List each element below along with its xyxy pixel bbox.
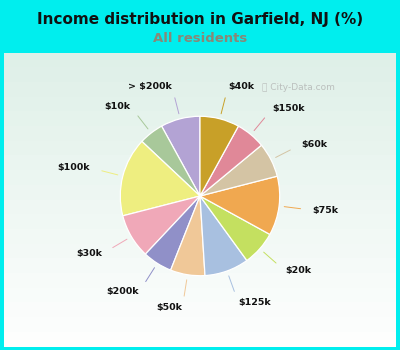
Text: $60k: $60k [301,140,327,149]
Text: $50k: $50k [156,303,182,312]
Bar [4,317,396,332]
Wedge shape [200,196,270,260]
Wedge shape [162,116,200,196]
Bar [4,170,396,185]
Wedge shape [200,126,262,196]
Bar [4,111,396,126]
Bar [4,141,396,155]
Wedge shape [200,116,238,196]
Bar [4,258,396,273]
Bar [4,302,396,317]
Bar [4,126,396,141]
Bar [4,332,396,346]
Text: $75k: $75k [312,206,338,215]
Text: $10k: $10k [104,102,131,111]
Text: $20k: $20k [285,266,311,275]
Text: $30k: $30k [76,249,102,258]
Wedge shape [200,145,277,196]
Bar [4,67,396,82]
Wedge shape [146,196,200,270]
Text: $200k: $200k [107,287,139,296]
Wedge shape [123,196,200,254]
Bar [4,288,396,302]
Wedge shape [171,196,205,276]
Text: $150k: $150k [272,104,305,113]
Wedge shape [200,176,280,235]
Bar [4,185,396,200]
Bar [4,244,396,258]
Wedge shape [200,196,247,275]
Bar [4,229,396,244]
Bar [4,273,396,288]
Bar [4,82,396,97]
Text: All residents: All residents [153,32,247,44]
Text: $40k: $40k [228,82,254,91]
Bar [4,199,396,214]
Bar [4,214,396,229]
Text: Income distribution in Garfield, NJ (%): Income distribution in Garfield, NJ (%) [37,12,363,27]
Text: $100k: $100k [58,163,90,172]
Wedge shape [120,141,200,216]
Text: $125k: $125k [238,298,271,307]
Text: Ⓢ City-Data.com: Ⓢ City-Data.com [262,83,334,92]
Text: > $200k: > $200k [128,82,172,91]
Bar [4,155,396,170]
Bar [4,97,396,111]
Bar [4,52,396,67]
Wedge shape [142,126,200,196]
